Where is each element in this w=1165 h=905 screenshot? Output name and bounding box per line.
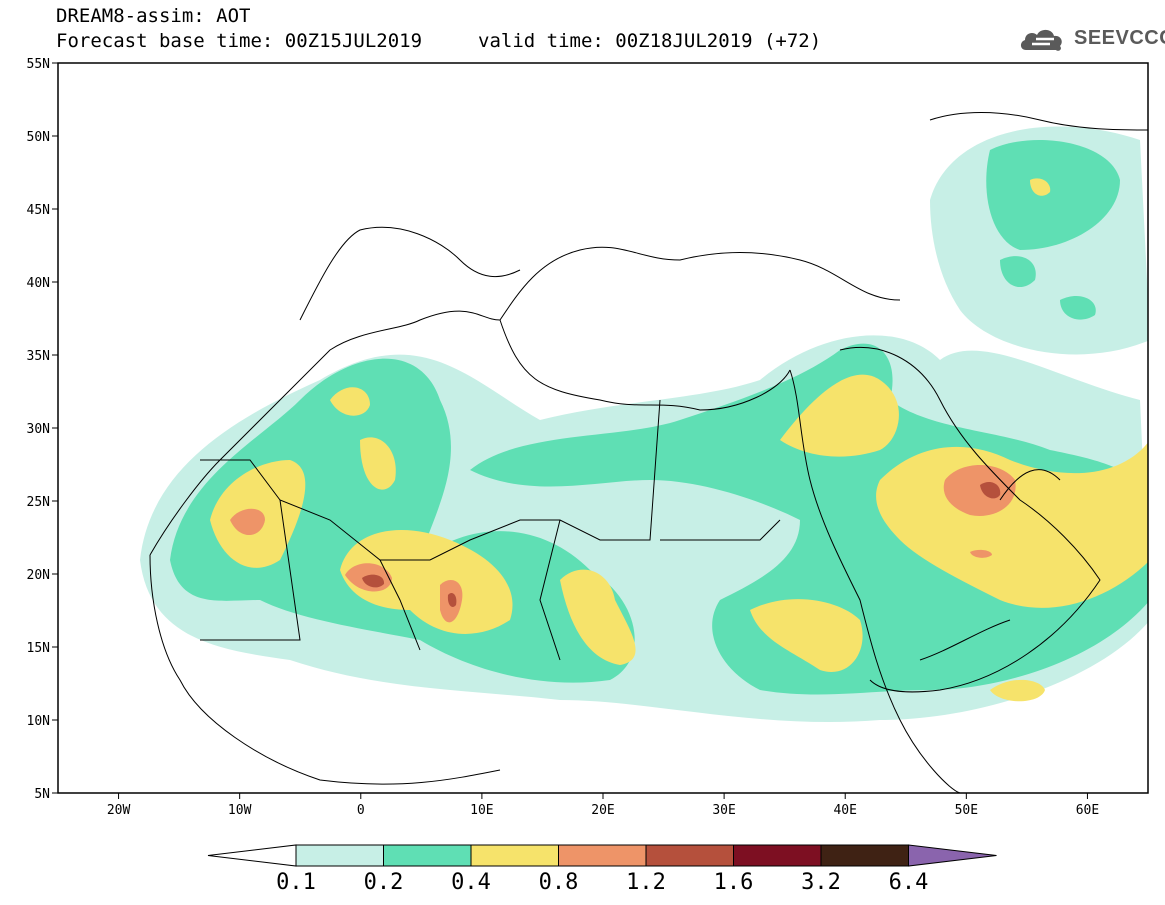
lon-tick-label: 60E (1076, 803, 1099, 818)
colorbar-label: 6.4 (888, 870, 929, 895)
colorbar (207, 844, 997, 867)
colorbar-segment (733, 844, 822, 867)
latitude-axis: 55N 50N 45N 40N 35N 30N 25N 20N 15N 10N 5N (27, 57, 58, 802)
colorbar-label: 0.1 (276, 870, 316, 895)
colorbar-segment (470, 844, 559, 867)
colorbar-label: 0.8 (538, 870, 579, 895)
lat-tick-label: 55N (27, 57, 50, 72)
lon-tick-label: 0 (357, 803, 365, 818)
lon-tick-label: 40E (833, 803, 856, 818)
lon-tick-label: 50E (955, 803, 978, 818)
lat-tick-label: 30N (27, 422, 50, 437)
lon-tick-label: 10W (228, 803, 252, 818)
colorbar-segment (645, 844, 734, 867)
colorbar-over-triangle (908, 844, 997, 867)
lon-tick-label: 20E (591, 803, 614, 818)
lat-tick-label: 10N (27, 714, 50, 729)
colorbar-label: 0.4 (451, 870, 491, 895)
lat-tick-label: 35N (27, 349, 50, 364)
colorbar-under-triangle (207, 844, 297, 867)
lon-tick-label: 20W (107, 803, 131, 818)
colorbar-segment (558, 844, 647, 867)
aot-contours (140, 126, 1148, 723)
colorbar-segment (820, 844, 909, 867)
colorbar-segment (383, 844, 472, 867)
map-title: DREAM8-assim: AOT (56, 5, 251, 27)
lat-tick-label: 50N (27, 130, 50, 145)
lat-tick-label: 20N (27, 568, 50, 583)
colorbar-label: 0.2 (363, 870, 404, 895)
cloud-logo-icon (1020, 29, 1062, 51)
logo-text: SEEVCCC (1074, 27, 1165, 49)
lat-tick-label: 45N (27, 203, 50, 218)
coastlines (149, 112, 1148, 793)
lat-tick-label: 5N (34, 787, 50, 802)
lat-tick-label: 15N (27, 641, 50, 656)
colorbar-label: 1.6 (713, 870, 754, 895)
lat-tick-label: 25N (27, 495, 50, 510)
colorbar-segment (295, 844, 384, 867)
lat-tick-label: 40N (27, 276, 50, 291)
valid-time: valid time: 00Z18JUL2019 (+72) (478, 30, 822, 52)
forecast-base-time: Forecast base time: 00Z15JUL2019 (56, 30, 423, 52)
colorbar-label: 3.2 (801, 870, 841, 895)
longitude-axis: 20W 10W 0 10E 20E 30E 40E 50E 60E (107, 793, 1099, 818)
colorbar-label: 1.2 (626, 870, 666, 895)
lon-tick-label: 10E (470, 803, 493, 818)
lon-tick-label: 30E (712, 803, 735, 818)
